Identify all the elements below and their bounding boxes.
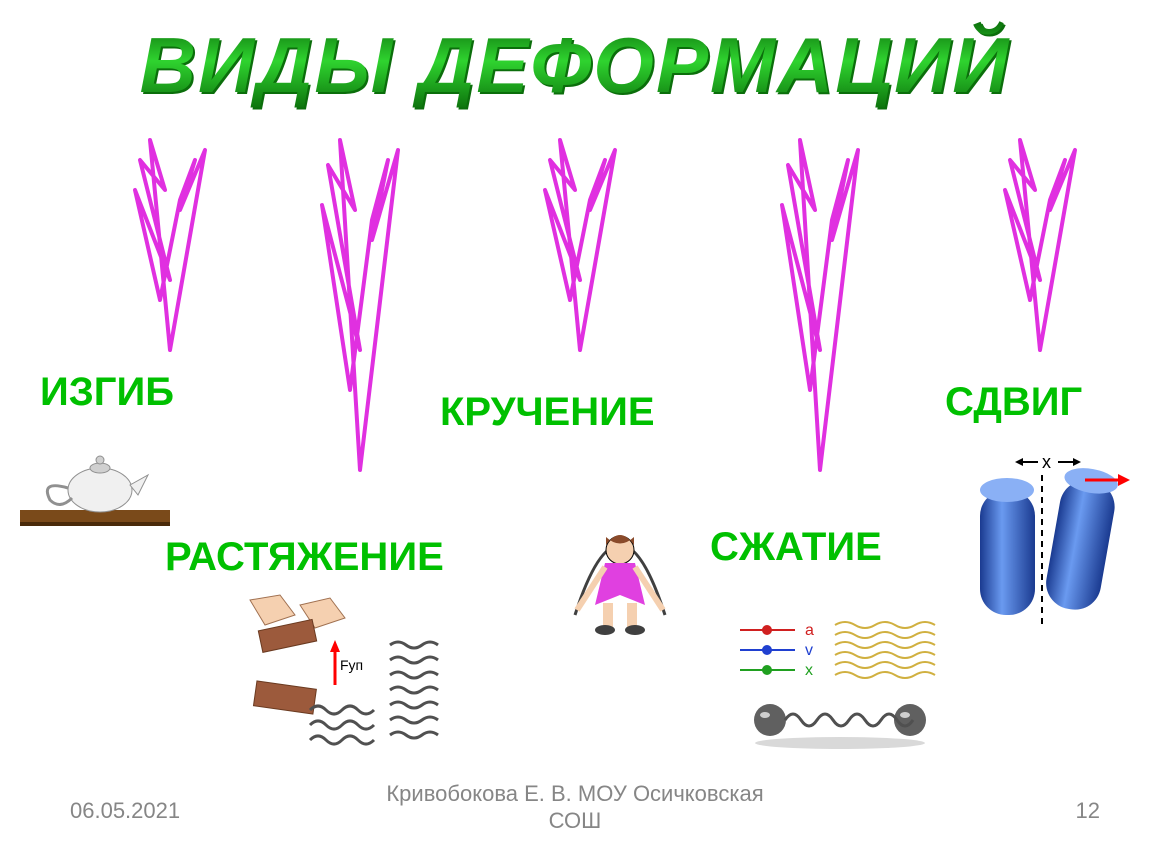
illus-stretch: Fуп: [240, 590, 460, 760]
illus-bend: [20, 440, 180, 530]
footer-author-line1: Кривобокова Е. В. МОУ Осичковская: [386, 781, 763, 806]
arrow-stretch: [300, 130, 420, 480]
arrow-compress: [760, 130, 880, 480]
label-stretch: РАСТЯЖЕНИЕ: [165, 535, 444, 580]
footer-page: 12: [1076, 798, 1100, 824]
svg-text:x: x: [805, 662, 813, 679]
illus-compress: a v x: [735, 615, 955, 755]
shear-x-label: x: [1042, 452, 1051, 472]
illus-shear: x: [960, 450, 1130, 630]
arrow-shear: [980, 130, 1100, 360]
svg-text:a: a: [805, 622, 814, 639]
arrow-bend: [110, 130, 230, 360]
illus-torsion: [555, 495, 685, 645]
label-torsion: КРУЧЕНИЕ: [440, 390, 655, 435]
page-title: ВИДЫ ДЕФОРМАЦИЙ: [0, 20, 1150, 111]
label-compress: СЖАТИЕ: [710, 525, 882, 570]
label-shear: СДВИГ: [945, 380, 1082, 425]
label-bend: ИЗГИБ: [40, 370, 174, 415]
arrow-torsion: [520, 130, 640, 360]
svg-text:Fуп: Fуп: [340, 657, 363, 673]
svg-text:v: v: [805, 642, 813, 659]
footer-author: Кривобокова Е. В. МОУ Осичковская СОШ: [0, 781, 1150, 834]
footer-author-line2: СОШ: [549, 808, 602, 833]
